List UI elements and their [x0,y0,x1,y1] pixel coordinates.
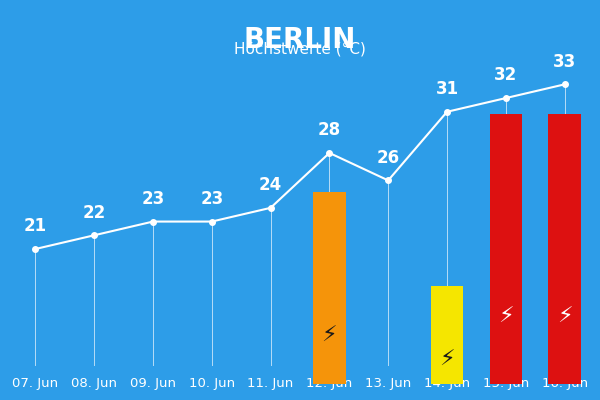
Text: 33: 33 [553,53,576,71]
Text: ⚡: ⚡ [557,307,572,327]
Text: 07. Jun: 07. Jun [13,377,58,390]
Text: 09. Jun: 09. Jun [130,377,176,390]
Text: 08. Jun: 08. Jun [71,377,117,390]
Text: 23: 23 [142,190,164,208]
Text: 24: 24 [259,176,282,194]
Bar [313,192,346,384]
Bar [548,114,581,384]
Text: 14. Jun: 14. Jun [424,377,470,390]
Text: 15. Jun: 15. Jun [482,377,529,390]
Bar [490,114,522,384]
Text: ⚡: ⚡ [322,326,337,346]
Text: 32: 32 [494,66,517,84]
Text: ⚡: ⚡ [439,350,455,370]
Text: 31: 31 [436,80,458,98]
Text: 26: 26 [377,149,400,167]
Text: 13. Jun: 13. Jun [365,377,412,390]
Text: 10. Jun: 10. Jun [189,377,235,390]
Text: ⚡: ⚡ [498,307,514,327]
Text: 22: 22 [83,204,106,222]
Text: 23: 23 [200,190,223,208]
Text: 21: 21 [24,217,47,235]
Bar [431,286,463,384]
Text: 11. Jun: 11. Jun [247,377,294,390]
Text: 12. Jun: 12. Jun [306,377,353,390]
Text: 16. Jun: 16. Jun [542,377,587,390]
Text: Höchstwerte (°C): Höchstwerte (°C) [234,42,366,57]
Text: 28: 28 [318,121,341,139]
Text: BERLIN: BERLIN [244,26,356,54]
